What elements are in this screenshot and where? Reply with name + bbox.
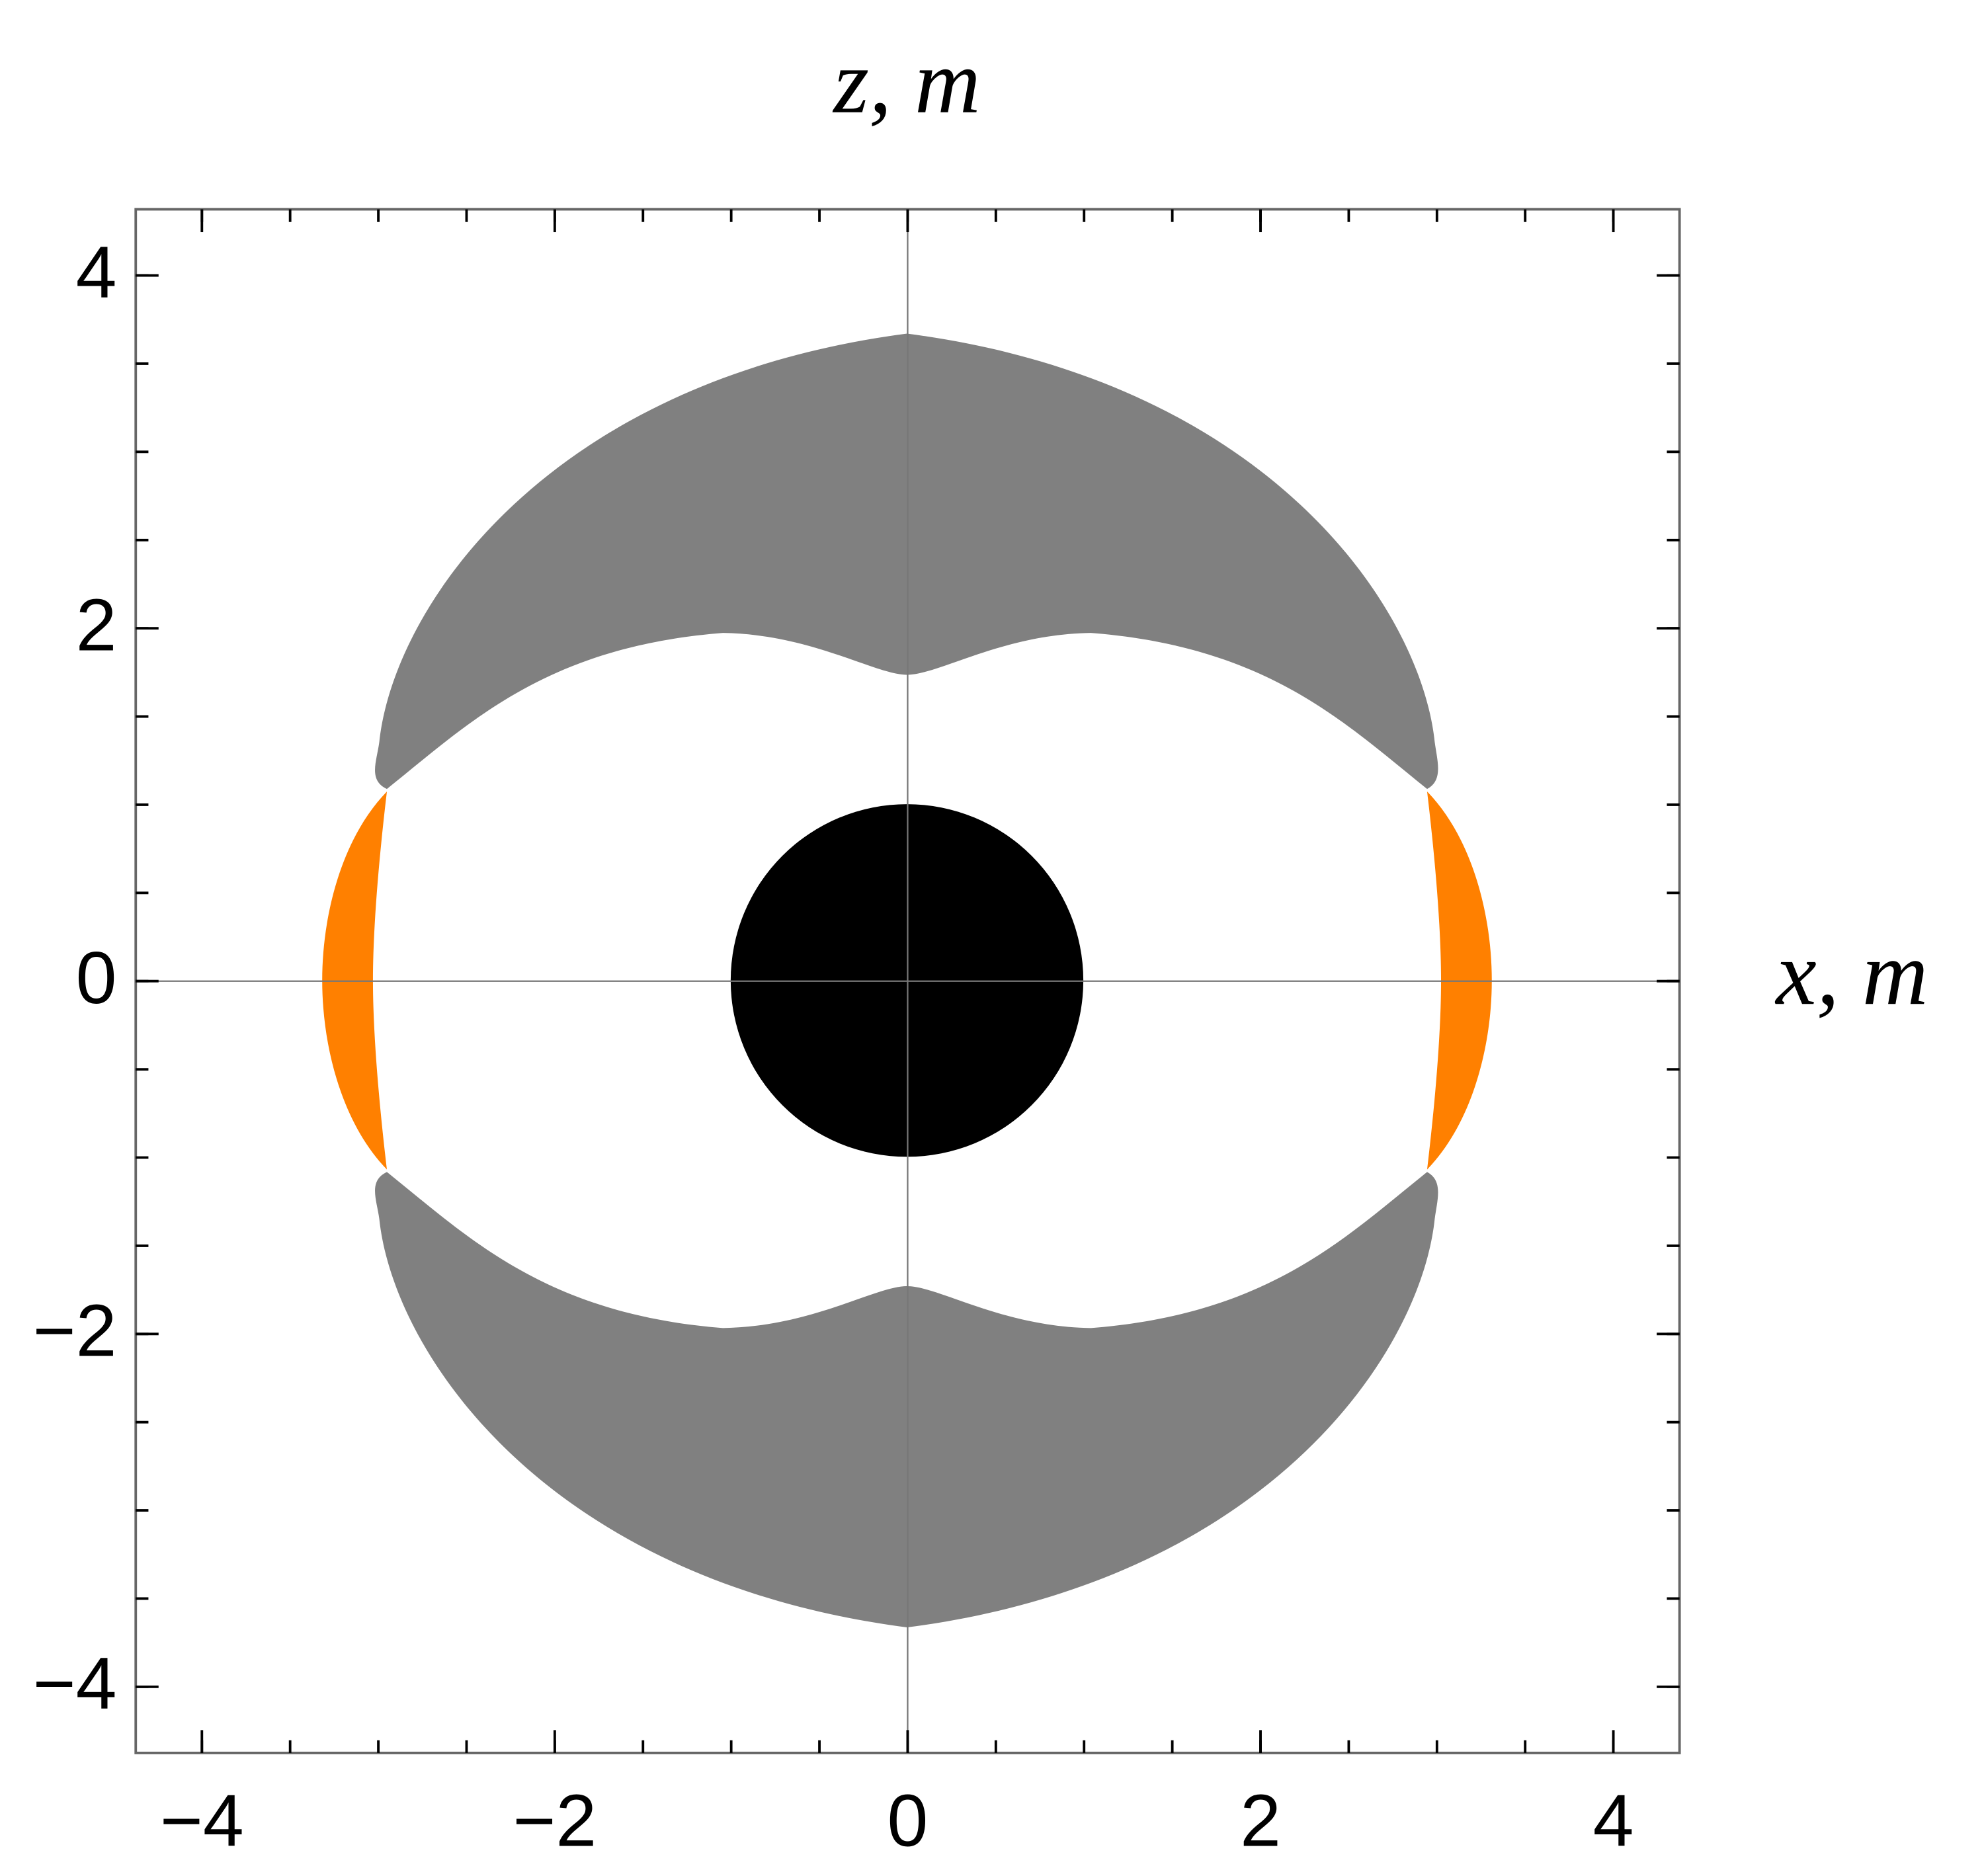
- y-tick-label: −2: [33, 1289, 117, 1372]
- x-tick-label: 4: [1593, 1779, 1634, 1862]
- y-tick-label: 0: [76, 936, 117, 1019]
- x-tick-label: −2: [513, 1779, 597, 1862]
- y-tick-label: 4: [76, 231, 117, 313]
- x-axis-label: x, m: [1774, 922, 1928, 1024]
- y-tick-label: −4: [33, 1642, 117, 1725]
- gray-region: [375, 1172, 1438, 1628]
- x-tick-label: 0: [888, 1779, 929, 1862]
- chart-title: z, m: [832, 31, 981, 132]
- x-tick-label: −4: [160, 1779, 244, 1862]
- x-tick-label: 2: [1240, 1779, 1281, 1862]
- y-tick-label: 2: [76, 583, 117, 666]
- gray-region: [375, 333, 1438, 790]
